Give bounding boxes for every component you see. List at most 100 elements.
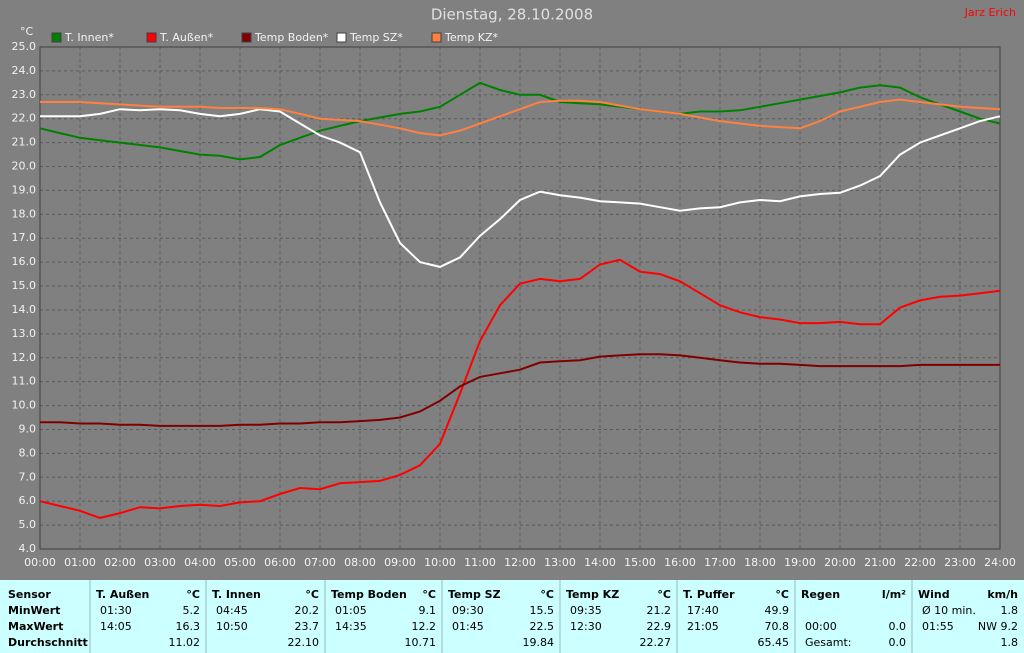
cell-value: 10.71: [405, 636, 437, 649]
y-tick-label: 23.0: [12, 88, 37, 101]
x-tick-label: 13:00: [544, 556, 576, 569]
column-title: Wind: [918, 588, 950, 601]
legend-swatch: [51, 32, 62, 43]
column-title: Temp Boden: [331, 588, 407, 601]
legend-label: Temp SZ*: [349, 31, 403, 44]
x-tick-label: 09:00: [384, 556, 416, 569]
y-tick-label: 21.0: [12, 136, 37, 149]
x-tick-label: 00:00: [24, 556, 56, 569]
column-unit: °C: [422, 588, 436, 601]
x-tick-label: 17:00: [704, 556, 736, 569]
x-tick-label: 23:00: [944, 556, 976, 569]
y-tick-label: 15.0: [12, 279, 37, 292]
x-tick-label: 10:00: [424, 556, 456, 569]
cell-value: 5.2: [183, 604, 201, 617]
cell-value: 22.9: [647, 620, 672, 633]
cell-label: 01:05: [335, 604, 367, 617]
cell-value: NW 9.2: [978, 620, 1018, 633]
legend-label: T. Außen*: [159, 31, 214, 44]
x-tick-label: 03:00: [144, 556, 176, 569]
y-tick-label: 24.0: [12, 64, 37, 77]
x-tick-label: 19:00: [784, 556, 816, 569]
column-unit: °C: [775, 588, 789, 601]
x-tick-label: 21:00: [864, 556, 896, 569]
cell-label: 01:55: [922, 620, 954, 633]
cell-value: 9.1: [419, 604, 437, 617]
column-title: T. Außen: [96, 588, 149, 601]
y-tick-label: 7.0: [19, 470, 37, 483]
y-tick-label: 13.0: [12, 327, 37, 340]
cell-value: 22.5: [530, 620, 555, 633]
cell-value: 16.3: [176, 620, 201, 633]
legend-label: Temp Boden*: [254, 31, 329, 44]
column-unit: °C: [657, 588, 671, 601]
column-unit: °C: [540, 588, 554, 601]
y-tick-label: 20.0: [12, 160, 37, 173]
y-tick-label: 5.0: [19, 518, 37, 531]
y-tick-label: 6.0: [19, 494, 37, 507]
y-tick-label: 22.0: [12, 112, 37, 125]
y-tick-label: 9.0: [19, 422, 37, 435]
column-title: T. Puffer: [683, 588, 735, 601]
x-tick-label: 14:00: [584, 556, 616, 569]
y-tick-label: 16.0: [12, 255, 37, 268]
series-line: [40, 108, 1001, 268]
cell-value: 12.2: [412, 620, 437, 633]
y-tick-label: 4.0: [19, 542, 37, 555]
x-tick-label: 18:00: [744, 556, 776, 569]
cell-label: 14:35: [335, 620, 367, 633]
y-tick-label: 11.0: [12, 375, 37, 388]
cell-label: 12:30: [570, 620, 602, 633]
cell-value: 0.0: [889, 636, 907, 649]
y-tick-label: 25.0: [12, 40, 37, 53]
legend-swatch: [336, 32, 347, 43]
series-line: [40, 98, 1001, 137]
cell-label: 21:05: [687, 620, 719, 633]
cell-label: 10:50: [216, 620, 248, 633]
cell-label: 17:40: [687, 604, 719, 617]
cell-value: 19.84: [523, 636, 555, 649]
series-line: [39, 258, 1001, 519]
column-title: T. Innen: [212, 588, 261, 601]
cell-label: 09:35: [570, 604, 602, 617]
y-axis-label: °C: [20, 25, 34, 38]
y-tick-label: 10.0: [12, 399, 37, 412]
y-tick-label: 12.0: [12, 351, 37, 364]
cell-value: 23.7: [295, 620, 320, 633]
cell-value: 1.8: [1001, 604, 1019, 617]
cell-value: 21.2: [647, 604, 672, 617]
plot-area: [39, 46, 1001, 550]
column-title: Regen: [801, 588, 840, 601]
legend-swatch: [431, 32, 442, 43]
y-tick-label: 19.0: [12, 183, 37, 196]
x-tick-label: 02:00: [104, 556, 136, 569]
author: Jarz Erich: [964, 6, 1016, 19]
cell-value: 11.02: [169, 636, 201, 649]
cell-label: 00:00: [805, 620, 837, 633]
x-tick-label: 20:00: [824, 556, 856, 569]
y-tick-label: 17.0: [12, 231, 37, 244]
cell-value: 49.9: [765, 604, 790, 617]
cell-value: 1.8: [1001, 636, 1019, 649]
plot-border: [39, 46, 1001, 550]
column-title: Temp SZ: [448, 588, 501, 601]
y-tick-label: 18.0: [12, 207, 37, 220]
x-tick-label: 12:00: [504, 556, 536, 569]
x-tick-label: 24:00: [984, 556, 1016, 569]
legend-label: T. Innen*: [64, 31, 114, 44]
cell-value: 15.5: [530, 604, 555, 617]
cell-value: 22.10: [288, 636, 320, 649]
cell-label: 01:30: [100, 604, 132, 617]
column-unit: °C: [305, 588, 319, 601]
x-tick-label: 08:00: [344, 556, 376, 569]
cell-value: 0.0: [889, 620, 907, 633]
row-label: Sensor: [8, 588, 51, 601]
chart-title: Dienstag, 28.10.2008: [431, 6, 593, 24]
legend-label: Temp KZ*: [444, 31, 499, 44]
stats-table-bg: [0, 580, 1024, 653]
x-tick-label: 06:00: [264, 556, 296, 569]
cell-value: 22.27: [640, 636, 672, 649]
cell-label: Gesamt:: [805, 636, 852, 649]
x-tick-label: 15:00: [624, 556, 656, 569]
